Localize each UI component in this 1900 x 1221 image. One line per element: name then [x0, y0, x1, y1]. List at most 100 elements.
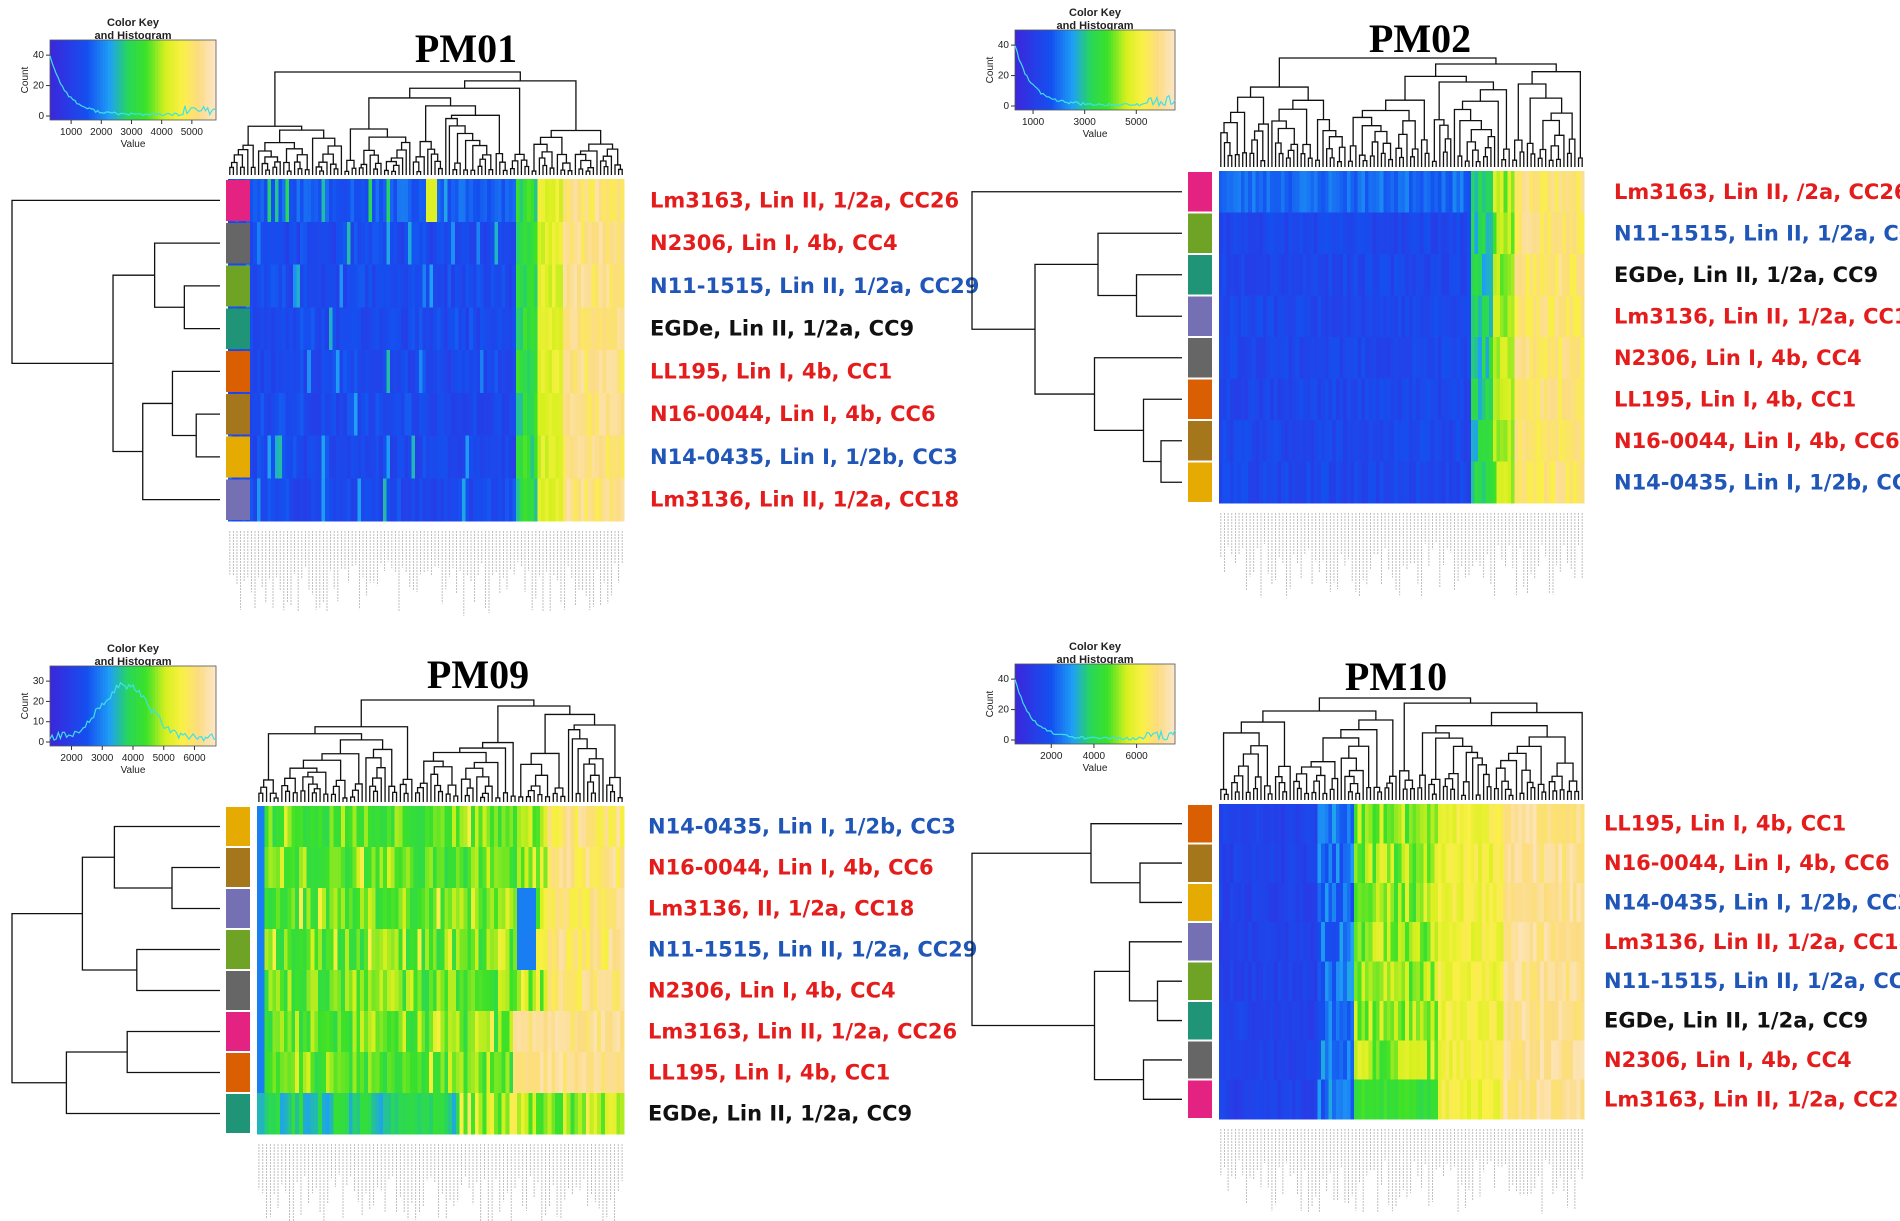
heatmap-cell — [1379, 922, 1384, 963]
heatmap-cell — [482, 1052, 487, 1094]
heatmap-cell — [1470, 461, 1475, 504]
heatmap-cell — [1335, 1040, 1340, 1081]
column-dendrogram-branch-88 — [606, 784, 614, 802]
heatmap-cell — [1328, 1040, 1333, 1081]
heatmap-cell — [539, 970, 545, 1012]
heatmap-cell — [1427, 1000, 1432, 1041]
heatmap-cell — [595, 307, 600, 351]
heatmap-cell — [1288, 295, 1293, 338]
column-dendrogram-branch-97 — [1434, 63, 1557, 77]
heatmap-cell — [519, 221, 524, 265]
column-dendrogram-branch-5 — [1245, 791, 1251, 800]
color-key-swatch — [204, 40, 209, 120]
heatmap-cell — [386, 929, 392, 971]
color-key-swatch — [1081, 30, 1085, 110]
heatmap-cell — [321, 847, 327, 889]
heatmap-cell — [1306, 254, 1311, 296]
color-key-swatch — [105, 40, 109, 120]
heatmap-cell — [1262, 337, 1267, 379]
color-key-swatch — [1073, 30, 1077, 110]
heatmap-cell — [295, 1011, 300, 1053]
heatmap-cell — [454, 264, 459, 308]
heatmap-cell — [1251, 171, 1256, 213]
heatmap-cell — [505, 888, 510, 930]
heatmap-cell — [474, 1052, 480, 1094]
heatmap-cell — [552, 307, 557, 351]
heatmap-cell — [1270, 461, 1275, 504]
heatmap-cell — [1295, 378, 1300, 421]
color-key-swatch — [1092, 30, 1096, 110]
heatmap-cell — [1394, 212, 1399, 255]
heatmap-cell — [1219, 461, 1224, 504]
heatmap-cell — [289, 478, 294, 522]
heatmap-cell — [283, 806, 289, 848]
heatmap-cell — [604, 929, 610, 971]
heatmap-cell — [1474, 1000, 1479, 1041]
color-key-swatch — [155, 666, 159, 746]
heatmap-cell — [1445, 295, 1450, 338]
heatmap-cell — [1551, 337, 1556, 379]
heatmap-cell — [282, 264, 287, 308]
heatmap-cell — [1292, 922, 1297, 963]
heatmap-cell — [1390, 1040, 1395, 1081]
heatmap-cell — [1368, 420, 1373, 462]
heatmap-cell — [570, 435, 575, 479]
heatmap-cell — [612, 929, 617, 971]
heatmap-cell — [505, 1093, 510, 1135]
heatmap-cell — [1514, 804, 1519, 844]
column-dendrogram-branch-18 — [1277, 127, 1295, 145]
heatmap-cell — [459, 970, 464, 1012]
column-dendrogram-branch-80 — [1526, 781, 1534, 800]
heatmap-cell — [367, 970, 373, 1012]
heatmap-cell — [1295, 337, 1300, 379]
heatmap-cell — [413, 1052, 419, 1094]
heatmap-cell — [472, 392, 477, 436]
heatmap-cell — [357, 221, 362, 265]
heatmap-cell — [585, 806, 591, 848]
heatmap-cell — [469, 179, 474, 223]
heatmap-cell — [620, 478, 625, 522]
heatmap-cell — [1547, 1000, 1552, 1041]
heatmap-cell — [444, 221, 449, 265]
heatmap-cell — [1397, 171, 1402, 213]
heatmap-cell — [1306, 420, 1311, 462]
heatmap-cell — [573, 307, 578, 351]
heatmap-cell — [260, 847, 266, 889]
heatmap-cell — [372, 350, 377, 394]
heatmap-cell — [1507, 420, 1512, 462]
heatmap-cell — [364, 1011, 369, 1053]
heatmap-cell — [1573, 1079, 1578, 1120]
heatmap-cell — [390, 847, 396, 889]
heatmap-cell — [352, 929, 357, 971]
heatmap-cell — [1270, 212, 1275, 255]
color-key-swatch — [66, 666, 70, 746]
column-dendrogram-branch-43 — [1384, 787, 1390, 800]
color-key-swatch — [1055, 30, 1059, 110]
heatmap-cell — [1277, 212, 1282, 255]
heatmap-cell — [1401, 843, 1406, 884]
heatmap-cell — [1284, 378, 1289, 421]
heatmap-cell — [1565, 961, 1570, 1002]
heatmap-cell — [1332, 922, 1337, 963]
heatmap-cell — [1383, 171, 1388, 213]
heatmap-cell — [1554, 420, 1559, 462]
heatmap-cell — [314, 221, 319, 265]
heatmap-cell — [1259, 922, 1264, 963]
column-dendrogram-branch-69 — [445, 117, 458, 175]
heatmap-cell — [425, 929, 430, 971]
heatmap-cell — [1401, 295, 1406, 338]
heatmap-cell — [390, 1011, 396, 1053]
column-dendrogram-branch-95 — [1435, 725, 1548, 738]
heatmap-cell — [541, 478, 546, 522]
heatmap-cell — [289, 392, 294, 436]
heatmap-cell — [397, 221, 402, 265]
color-key-swatch — [1135, 30, 1139, 110]
heatmap-cell — [1299, 337, 1304, 379]
heatmap-cell — [1547, 378, 1552, 421]
heatmap-cell — [530, 179, 535, 223]
heatmap-cell — [1383, 254, 1388, 296]
column-dendrogram-branch-24 — [354, 783, 363, 802]
heatmap-cell — [613, 179, 618, 223]
heatmap-cell — [501, 929, 506, 971]
heatmap-cell — [368, 221, 373, 265]
